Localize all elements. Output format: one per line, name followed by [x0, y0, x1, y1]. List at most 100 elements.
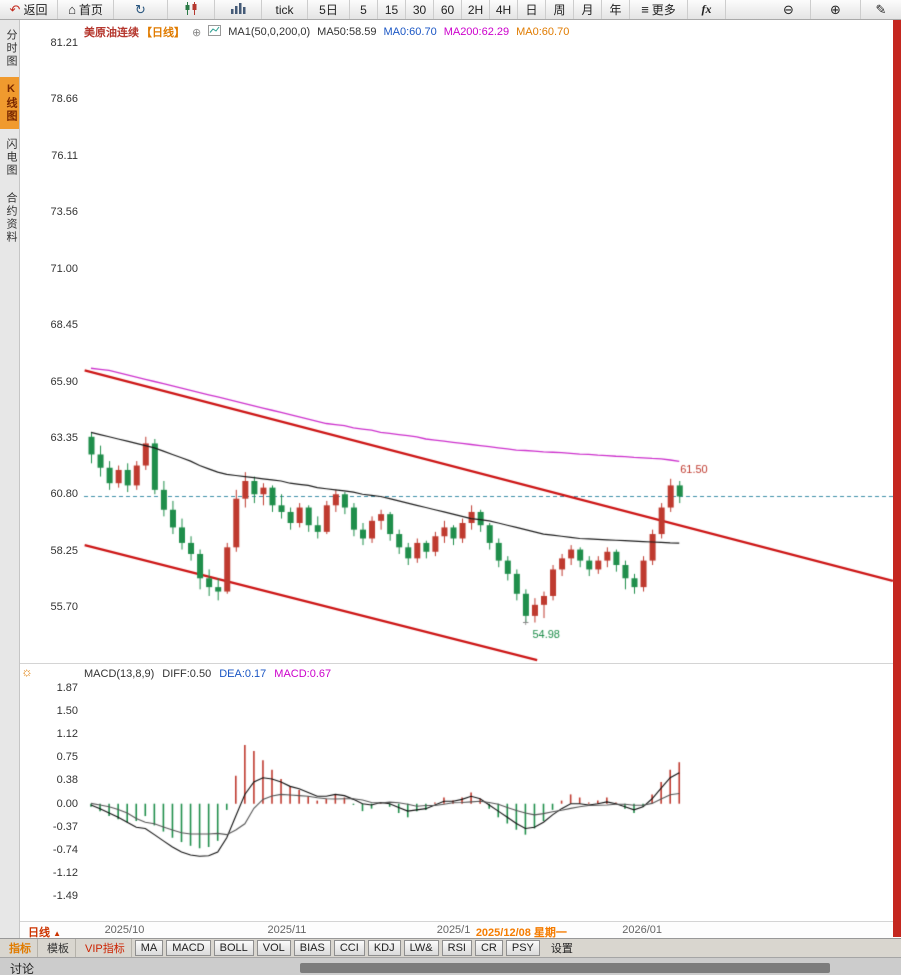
interval-label: 年	[609, 3, 622, 17]
chevron-up-icon: ▲	[53, 929, 61, 938]
indicator-cci-button[interactable]: CCI	[333, 940, 365, 956]
zoom-in-icon: ⊕	[830, 2, 841, 17]
price-axis-label: 65.90	[50, 375, 78, 388]
price-chart-panel: 81.21 78.66 76.11 73.56 71.00 68.45 65.90 63.35…	[20, 20, 893, 663]
interval-label: 15	[384, 2, 399, 17]
ma-config-label: MA1(50,0,200,0)	[228, 26, 311, 38]
macd-axis-label: -1.12	[52, 867, 78, 880]
horizontal-scrollbar-thumb[interactable]	[300, 963, 830, 973]
price-axis-label: 58.25	[50, 544, 78, 557]
zoom-out-button[interactable]: ⊖	[767, 0, 811, 19]
fx-label: fx	[701, 2, 712, 16]
macd-axis-label: 0.38	[56, 774, 78, 787]
indicator-kdj-button[interactable]: KDJ	[367, 940, 401, 956]
indicator-chart-icon	[208, 25, 222, 39]
interval-label: 日	[525, 3, 538, 17]
refresh-button[interactable]: ↻	[114, 0, 168, 19]
indicator-boll-button[interactable]: BOLL	[213, 940, 254, 956]
macd-title: MACD(13,8,9)	[84, 668, 155, 680]
x-axis-label: 2026/01	[622, 924, 662, 936]
price-axis-label: 55.70	[50, 601, 78, 614]
volume-bars-icon	[230, 2, 246, 17]
interval-60-button[interactable]: 60	[434, 0, 462, 19]
indicator-bias-button[interactable]: BIAS	[293, 940, 331, 956]
top-toolbar: ↶ 返回 ⌂ 首页 ↻ tick 5日 5 15 30 60 2H 4H 日 周…	[0, 0, 901, 20]
price-axis-label: 63.35	[50, 431, 78, 444]
indicator-lw-button[interactable]: LW&	[403, 940, 439, 956]
menu-icon: ≡	[641, 2, 649, 17]
interval-4h-button[interactable]: 4H	[490, 0, 518, 19]
formula-button[interactable]: fx	[688, 0, 726, 19]
volume-chart-button[interactable]	[215, 0, 262, 19]
macd-diff-value: DIFF:0.50	[162, 668, 212, 680]
refresh-icon: ↻	[135, 2, 146, 17]
macd-header: MACD(13,8,9) DIFF:0.50 DEA:0.17 MACD:0.6…	[84, 668, 331, 680]
macd-axis-label: -0.37	[52, 820, 78, 833]
macd-panel: 1.87 1.50 1.12 0.75 0.38 0.00 -0.37 -0.74 -1.12 -…	[20, 663, 893, 922]
price-chart-header: 美原油连续 【日线】 ⊕ MA1(50,0,200,0) MA50:58.59 …	[84, 24, 569, 40]
left-sidebar: 分时图 K线图 闪电图 合约资料	[0, 20, 20, 975]
discussion-label[interactable]: 讨论	[10, 962, 35, 975]
macd-settings-icon[interactable]: ☼	[21, 664, 33, 679]
interval-label: 60	[440, 2, 455, 17]
interval-week-button[interactable]: 周	[546, 0, 574, 19]
indicator-psy-button[interactable]: PSY	[505, 940, 540, 956]
interval-label: 4H	[495, 2, 512, 17]
interval-day-button[interactable]: 日	[518, 0, 546, 19]
interval-30-button[interactable]: 30	[406, 0, 434, 19]
interval-5-button[interactable]: 5	[350, 0, 378, 19]
draw-tool-button[interactable]: ✎	[861, 0, 901, 19]
period-selector[interactable]: 日线 ▲	[28, 924, 61, 940]
tab-templates[interactable]: 模板	[41, 939, 76, 957]
period-label: 日线	[28, 927, 50, 939]
macd-axis-label: 0.00	[56, 797, 78, 810]
home-icon: ⌂	[68, 2, 76, 17]
tab-indicators[interactable]: 指标	[3, 939, 38, 957]
price-axis-label: 71.00	[50, 262, 78, 275]
sidebar-item-time-chart[interactable]: 分时图	[5, 29, 17, 68]
indicator-ma-button[interactable]: MA	[134, 940, 164, 956]
zoom-out-icon: ⊖	[783, 2, 794, 17]
interval-label: 5	[360, 2, 367, 17]
interval-2h-button[interactable]: 2H	[462, 0, 490, 19]
tab-vip-indicators[interactable]: VIP指标	[79, 939, 132, 957]
interval-tick-button[interactable]: tick	[262, 0, 308, 19]
vertical-scrollbar[interactable]	[893, 20, 901, 937]
price-axis-label: 60.80	[50, 488, 78, 501]
price-chart-canvas[interactable]	[20, 20, 893, 663]
interval-label: 周	[553, 3, 566, 17]
kline-chart-button[interactable]	[168, 0, 215, 19]
price-axis-label: 78.66	[50, 93, 78, 106]
macd-chart-canvas[interactable]	[20, 664, 893, 922]
macd-axis-label: 1.87	[56, 681, 78, 694]
more-label: 更多	[651, 3, 676, 17]
macd-axis-label: 1.12	[56, 728, 78, 741]
sidebar-item-kline-chart[interactable]: K线图	[0, 77, 19, 129]
x-axis-label: 2025/1	[436, 924, 471, 936]
x-axis-label: 2025/10	[104, 924, 145, 936]
indicator-rsi-button[interactable]: RSI	[441, 940, 472, 956]
settings-button[interactable]: 设置	[550, 943, 573, 955]
sidebar-item-contract-info[interactable]: 合约资料	[5, 192, 17, 244]
interval-year-button[interactable]: 年	[602, 0, 630, 19]
crosshair-date-label: 2025/12/08 星期一	[473, 924, 569, 940]
sidebar-item-lightning-chart[interactable]: 闪电图	[5, 138, 17, 177]
x-axis-row: 日线 ▲ 2025/10 2025/11 2025/1 2026/01 2025/12/…	[20, 921, 893, 940]
back-icon: ↶	[9, 2, 21, 17]
more-button[interactable]: ≡ 更多	[630, 0, 688, 19]
zoom-in-button[interactable]: ⊕	[811, 0, 861, 19]
indicator-vol-button[interactable]: VOL	[256, 940, 291, 956]
indicator-macd-button[interactable]: MACD	[166, 940, 211, 956]
interval-month-button[interactable]: 月	[574, 0, 602, 19]
macd-axis-label: -1.49	[52, 889, 78, 902]
macd-value: MACD:0.67	[274, 668, 332, 680]
indicator-cr-button[interactable]: CR	[474, 940, 503, 956]
macd-axis-label: 1.50	[56, 704, 78, 717]
back-button[interactable]: ↶ 返回	[0, 0, 58, 19]
price-axis-label: 81.21	[50, 37, 78, 49]
interval-5day-button[interactable]: 5日	[308, 0, 350, 19]
ma0-value-blue: MA0:60.70	[383, 26, 437, 38]
home-button[interactable]: ⌂ 首页	[58, 0, 114, 19]
add-indicator-icon[interactable]: ⊕	[192, 26, 202, 39]
interval-15-button[interactable]: 15	[378, 0, 406, 19]
